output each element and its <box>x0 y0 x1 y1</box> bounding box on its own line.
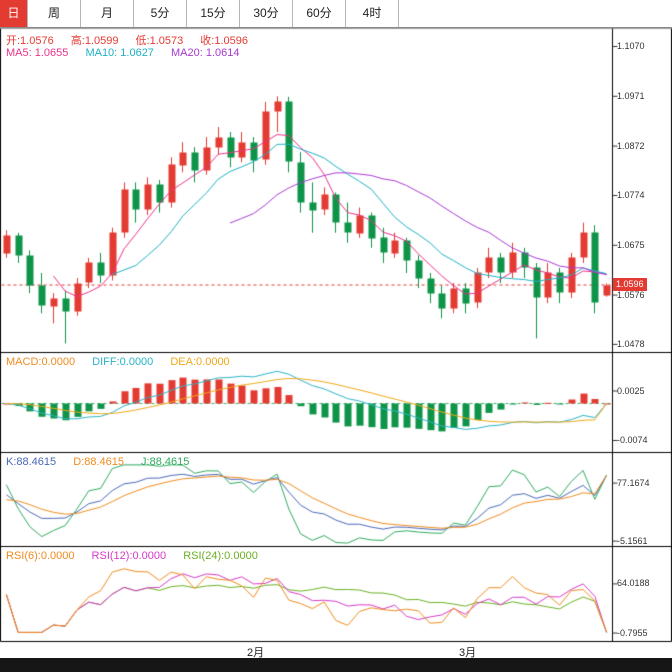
close-value: 收:1.0596 <box>200 35 248 47</box>
price-tick-1: 1.0971 <box>617 91 645 101</box>
j-value: J:88.4615 <box>141 456 190 468</box>
kdj-header: K:88.4615 D:88.4615 J:88.4615 <box>6 456 203 468</box>
last-price-tag: 1.0596 <box>613 278 647 291</box>
ma5-label: MA5: 1.0655 <box>6 47 69 59</box>
price-tick-4: 1.0675 <box>617 240 645 250</box>
tab-month[interactable]: 月 <box>81 0 134 27</box>
rsi12-value: RSI(12):0.0000 <box>91 550 167 562</box>
rsi-header: RSI(6):0.0000 RSI(12):0.0000 RSI(24):0.0… <box>6 550 272 562</box>
tab-60min[interactable]: 60分 <box>293 0 346 27</box>
tab-5min[interactable]: 5分 <box>134 0 187 27</box>
low-value: 低:1.0573 <box>135 35 184 47</box>
xaxis-label-feb: 2月 <box>247 647 265 659</box>
price-tick-0: 1.1070 <box>617 41 645 51</box>
price-tick-5: 1.0576 <box>617 290 645 300</box>
rsi-tick-0: 64.0188 <box>617 578 650 588</box>
tab-4hour[interactable]: 4时 <box>346 0 399 27</box>
ma10-label: MA10: 1.0627 <box>85 47 154 59</box>
high-value: 高:1.0599 <box>70 35 119 47</box>
ma-header: MA5: 1.0655 MA10: 1.0627 MA20: 1.0614 <box>6 47 254 59</box>
open-value: 开:1.0576 <box>6 35 54 47</box>
dea-value: DEA:0.0000 <box>170 356 230 368</box>
xaxis-label-mar: 3月 <box>459 647 477 659</box>
price-tick-3: 1.0774 <box>617 190 645 200</box>
macd-tick-0: 0.0025 <box>617 386 645 396</box>
macd-tick-1: -0.0074 <box>617 435 648 445</box>
diff-value: DIFF:0.0000 <box>92 356 154 368</box>
macd-value: MACD:0.0000 <box>6 356 76 368</box>
tab-week[interactable]: 周 <box>28 0 81 27</box>
rsi-tick-1: -0.7955 <box>617 628 648 638</box>
price-tick-6: 1.0478 <box>617 339 645 349</box>
d-value: D:88.4615 <box>73 456 124 468</box>
ohlc-header: 开:1.0576 高:1.0599 低:1.0573 收:1.0596 <box>6 32 262 48</box>
rsi6-value: RSI(6):0.0000 <box>6 550 75 562</box>
tab-day[interactable]: 日 <box>0 0 28 27</box>
price-tick-2: 1.0872 <box>617 141 645 151</box>
tab-30min[interactable]: 30分 <box>240 0 293 27</box>
ma20-label: MA20: 1.0614 <box>171 47 240 59</box>
bottom-bar <box>0 658 672 672</box>
kdj-tick-1: -5.1561 <box>617 536 648 546</box>
kdj-tick-0: 77.1674 <box>617 478 650 488</box>
tab-15min[interactable]: 15分 <box>187 0 240 27</box>
period-toolbar: 日 周 月 5分 15分 30分 60分 4时 <box>0 0 672 28</box>
rsi24-value: RSI(24):0.0000 <box>183 550 258 562</box>
k-value: K:88.4615 <box>6 456 57 468</box>
macd-header: MACD:0.0000 DIFF:0.0000 DEA:0.0000 <box>6 356 244 368</box>
